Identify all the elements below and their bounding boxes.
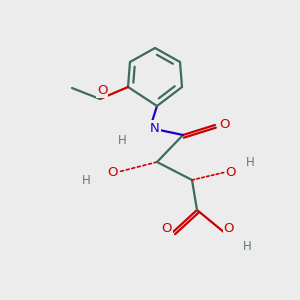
Text: O: O — [97, 83, 107, 97]
Text: H: H — [246, 157, 254, 169]
Text: O: O — [108, 166, 118, 178]
Text: H: H — [82, 173, 90, 187]
Text: O: O — [226, 166, 236, 178]
Text: O: O — [220, 118, 230, 131]
Text: H: H — [118, 134, 126, 146]
Text: N: N — [150, 122, 160, 134]
Text: O: O — [224, 223, 234, 236]
Text: H: H — [243, 241, 251, 254]
Text: O: O — [162, 221, 172, 235]
